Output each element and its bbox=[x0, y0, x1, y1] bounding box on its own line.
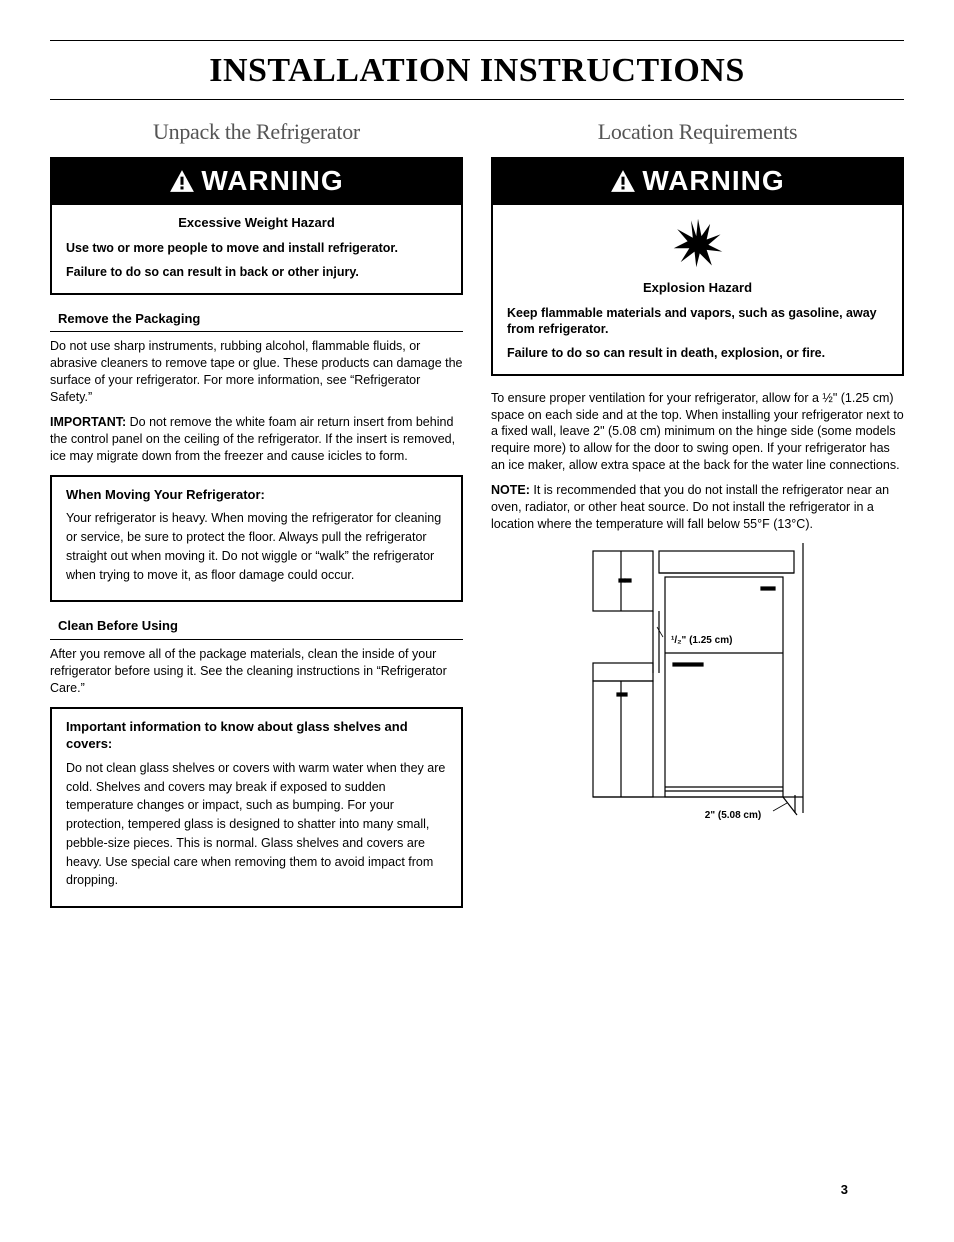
alert-triangle-icon bbox=[610, 169, 636, 193]
content-columns: Unpack the Refrigerator WARNING Excessiv… bbox=[50, 118, 904, 922]
glass-shelves-box: Important information to know about glas… bbox=[50, 707, 463, 908]
body-paragraph: NOTE: It is recommended that you do not … bbox=[491, 482, 904, 533]
rule-under-title bbox=[50, 99, 904, 100]
warning-body: Excessive Weight Hazard Use two or more … bbox=[52, 205, 461, 292]
page-number: 3 bbox=[841, 1182, 848, 1199]
refrigerator-clearance-svg: ¹/₂" (1.25 cm) 2" (5.08 cm) bbox=[573, 543, 823, 833]
body-paragraph: After you remove all of the package mate… bbox=[50, 646, 463, 697]
warning-text: Use two or more people to move and insta… bbox=[66, 240, 447, 256]
warning-text: Failure to do so can result in death, ex… bbox=[507, 345, 888, 361]
warning-label: WARNING bbox=[642, 163, 784, 199]
left-section-title: Unpack the Refrigerator bbox=[50, 118, 463, 147]
diagram-label-bottom: 2" (5.08 cm) bbox=[704, 810, 760, 821]
note-text: It is recommended that you do not instal… bbox=[491, 483, 889, 531]
warning-header: WARNING bbox=[52, 159, 461, 205]
body-paragraph: Do not use sharp instruments, rubbing al… bbox=[50, 338, 463, 406]
info-text: Your refrigerator is heavy. When moving … bbox=[66, 509, 447, 584]
warning-header: WARNING bbox=[493, 159, 902, 205]
hazard-title: Excessive Weight Hazard bbox=[66, 215, 447, 232]
warning-body: Explosion Hazard Keep flammable material… bbox=[493, 280, 902, 374]
clearance-diagram: ¹/₂" (1.25 cm) 2" (5.08 cm) bbox=[491, 543, 904, 838]
warning-text: Keep flammable materials and vapors, suc… bbox=[507, 305, 888, 338]
moving-refrigerator-box: When Moving Your Refrigerator: Your refr… bbox=[50, 475, 463, 603]
warning-label: WARNING bbox=[201, 163, 343, 199]
info-title: Important information to know about glas… bbox=[66, 719, 447, 753]
subheading-clean-before: Clean Before Using bbox=[50, 616, 463, 640]
explosion-icon-area bbox=[493, 205, 902, 280]
right-column: Location Requirements WARNING Explosion … bbox=[491, 118, 904, 922]
info-title: When Moving Your Refrigerator: bbox=[66, 487, 447, 504]
explosion-icon bbox=[672, 215, 724, 271]
important-label: IMPORTANT: bbox=[50, 415, 126, 429]
body-paragraph: IMPORTANT: Do not remove the white foam … bbox=[50, 414, 463, 465]
left-column: Unpack the Refrigerator WARNING Excessiv… bbox=[50, 118, 463, 922]
page-footer: 3 bbox=[50, 1182, 904, 1202]
note-label: NOTE: bbox=[491, 483, 530, 497]
right-section-title: Location Requirements bbox=[491, 118, 904, 147]
warning-box-explosion: WARNING Explosion Hazard Keep flammable … bbox=[491, 157, 904, 376]
body-paragraph: To ensure proper ventilation for your re… bbox=[491, 390, 904, 474]
diagram-label-top: ¹/₂" (1.25 cm) bbox=[671, 635, 732, 646]
hazard-title: Explosion Hazard bbox=[507, 280, 888, 297]
warning-text: Failure to do so can result in back or o… bbox=[66, 264, 447, 280]
info-text: Do not clean glass shelves or covers wit… bbox=[66, 759, 447, 890]
warning-box-weight: WARNING Excessive Weight Hazard Use two … bbox=[50, 157, 463, 295]
rule-top bbox=[50, 40, 904, 41]
subheading-remove-packaging: Remove the Packaging bbox=[50, 309, 463, 333]
page-title: INSTALLATION INSTRUCTIONS bbox=[50, 49, 904, 93]
alert-triangle-icon bbox=[169, 169, 195, 193]
